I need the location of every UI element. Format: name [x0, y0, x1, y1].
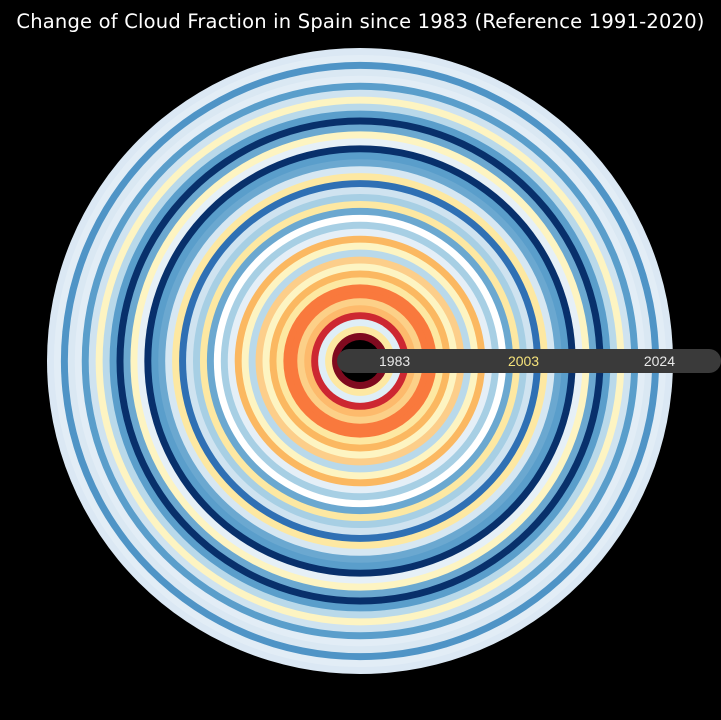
year-axis-bar: 1983 2003 2024	[337, 349, 721, 373]
year-label-1983: 1983	[379, 353, 410, 369]
year-label-2024: 2024	[644, 353, 675, 369]
year-axis-background	[337, 349, 721, 373]
year-label-2003: 2003	[508, 353, 539, 369]
chart-title: Change of Cloud Fraction in Spain since …	[16, 10, 705, 33]
